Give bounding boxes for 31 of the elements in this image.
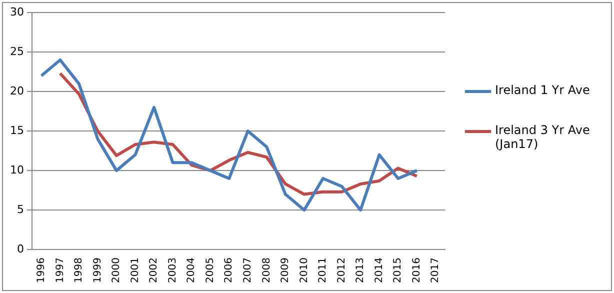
x-tick-label: 2008 (261, 258, 272, 284)
x-tick-label: 2006 (224, 258, 235, 284)
y-tick-label: 0 (16, 242, 24, 256)
y-tick-label: 20 (10, 84, 24, 98)
x-tick-label: 2000 (111, 258, 122, 284)
x-tick-label: 1998 (74, 258, 85, 284)
y-tick-label: 5 (16, 202, 24, 216)
x-tick-label: 2017 (430, 258, 442, 284)
x-tick-label: 2010 (298, 258, 310, 284)
x-tick-label: 2007 (242, 258, 254, 284)
x-tick-label: 2009 (280, 258, 292, 284)
x-tick-label: 1996 (36, 258, 47, 284)
x-tick-label: 2014 (374, 258, 385, 284)
x-tick-label: 1999 (92, 258, 104, 284)
x-tick-label: 2003 (167, 258, 178, 284)
x-tick-label: 2001 (130, 258, 141, 284)
y-tick-label: 25 (10, 44, 24, 58)
x-tick-label: 1997 (54, 258, 66, 284)
x-tick-label: 2002 (148, 258, 160, 284)
x-tick-label: 2004 (186, 258, 198, 284)
legend-label: Ireland 3 Yr Ave (Jan17) (495, 123, 591, 151)
y-tick-label: 30 (10, 5, 24, 18)
x-tick-label: 2013 (355, 258, 366, 284)
legend-label: Ireland 1 Yr Ave (495, 83, 590, 97)
x-tick-label: 2016 (411, 258, 422, 284)
x-tick-label: 2011 (318, 258, 329, 284)
x-tick-label: 2012 (336, 258, 348, 284)
y-tick-label: 10 (10, 163, 24, 176)
x-tick-label: 2015 (392, 258, 404, 284)
y-tick-label: 15 (10, 124, 24, 137)
x-tick-label: 2005 (204, 258, 216, 284)
